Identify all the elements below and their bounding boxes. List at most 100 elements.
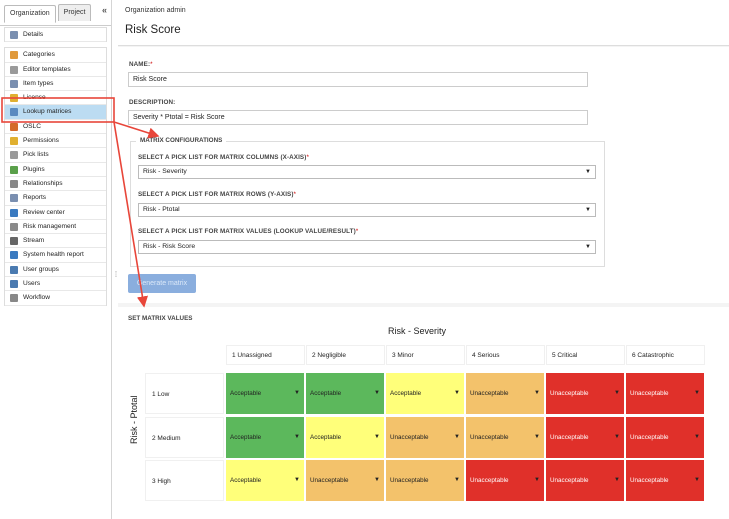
column-header: 3 Minor	[386, 345, 465, 365]
matrix-cell-select[interactable]: Acceptable ▼	[386, 373, 464, 414]
sidebar-item-categories[interactable]: Categories	[5, 48, 106, 63]
sidebar-item-user-groups[interactable]: User groups	[5, 263, 106, 278]
rows-picklist-label: SELECT A PICK LIST FOR MATRIX ROWS (Y-AX…	[138, 191, 297, 198]
collapse-sidebar-icon[interactable]: «	[101, 5, 107, 15]
sidebar-item-lookup-matrices[interactable]: Lookup matrices	[5, 105, 106, 120]
oslc-icon	[10, 122, 18, 131]
sidebar-item-workflow[interactable]: Workflow	[5, 291, 106, 306]
item-types-icon	[10, 79, 18, 88]
review-icon	[10, 208, 18, 217]
column-header: 1 Unassigned	[226, 345, 305, 365]
matrix-cell-value: Unacceptable	[630, 477, 669, 484]
sidebar-item-label: Workflow	[23, 294, 50, 302]
generate-matrix-button[interactable]: Generate matrix	[128, 274, 196, 293]
sidebar-item-reports[interactable]: Reports	[5, 191, 106, 206]
description-field[interactable]: Severity * Ptotal = Risk Score	[128, 110, 588, 125]
matrix-cell-select[interactable]: Unacceptable ▼	[546, 460, 624, 501]
sidebar-item-label: Pick lists	[23, 151, 49, 159]
values-picklist-select[interactable]: Risk - Risk Score ▼	[138, 240, 596, 254]
sidebar-item-permissions[interactable]: Permissions	[5, 134, 106, 149]
x-axis-label: Risk - Severity	[388, 326, 447, 336]
tab-organization[interactable]: Organization	[4, 5, 56, 23]
matrix-cell-select[interactable]: Unacceptable ▼	[466, 460, 544, 501]
sidebar-item-label: Categories	[23, 51, 55, 59]
chevron-down-icon: ▼	[614, 390, 620, 396]
matrix-section-title: SET MATRIX VALUES	[128, 315, 193, 322]
columns-picklist-select[interactable]: Risk - Severity ▼	[138, 165, 596, 179]
stream-icon	[10, 237, 18, 246]
chevron-down-icon: ▼	[374, 477, 380, 483]
sidebar-tabs: Organization Project «	[0, 0, 111, 26]
sidebar-item-details[interactable]: Details	[5, 28, 106, 43]
rows-picklist-value: Risk - Ptotal	[143, 206, 180, 213]
sidebar-item-review-center[interactable]: Review center	[5, 206, 106, 220]
sidebar-item-label: Relationships	[23, 179, 63, 187]
link-icon	[10, 179, 18, 188]
matrix-cell-select[interactable]: Acceptable ▼	[226, 460, 304, 501]
matrix-cell-value: Acceptable	[230, 477, 262, 484]
chevron-down-icon: ▼	[294, 390, 300, 396]
tab-project[interactable]: Project	[57, 4, 92, 21]
matrix-cell-select[interactable]: Acceptable ▼	[306, 373, 384, 414]
sidebar-item-label: Details	[23, 31, 44, 38]
matrix-cell-value: Unacceptable	[630, 433, 669, 441]
sidebar-item-risk-management[interactable]: Risk management	[5, 220, 106, 235]
matrix-cell-select[interactable]: Unacceptable ▼	[466, 416, 544, 458]
sidebar-item-label: Users	[23, 280, 41, 288]
sidebar-item-label: Item types	[23, 79, 54, 87]
sidebar-item-relationships[interactable]: Relationships	[5, 177, 106, 192]
sidebar: Organization Project « Details Categorie…	[0, 0, 112, 519]
chevron-down-icon: ▼	[694, 477, 700, 483]
row-header: 1 Low	[145, 373, 224, 414]
sidebar-item-item-types[interactable]: Item types	[5, 77, 106, 92]
matrix-cell-select[interactable]: Unacceptable ▼	[626, 416, 704, 458]
sidebar-item-plugins[interactable]: Plugins	[5, 163, 106, 177]
matrix-cell-select[interactable]: Acceptable ▼	[226, 416, 304, 458]
matrix-cell-value: Acceptable	[310, 390, 342, 397]
matrix-cell-select[interactable]: Unacceptable ▼	[386, 416, 464, 458]
column-header: 5 Critical	[546, 345, 625, 365]
matrix-cell-value: Unacceptable	[630, 390, 669, 397]
sidebar-item-stream[interactable]: Stream	[5, 234, 106, 249]
matrix-cell-select[interactable]: Acceptable ▼	[306, 416, 384, 458]
tag-icon	[10, 51, 18, 60]
sidebar-item-label: Permissions	[23, 137, 59, 145]
chevron-down-icon: ▼	[614, 477, 620, 483]
matrix-cell-select[interactable]: Unacceptable ▼	[546, 416, 624, 458]
list-icon	[10, 151, 18, 160]
matrix-cell-select[interactable]: Acceptable ▼	[226, 373, 304, 414]
matrix-cell-value: Unacceptable	[470, 390, 509, 397]
permissions-icon	[10, 137, 18, 146]
sidebar-item-license[interactable]: License	[5, 91, 106, 106]
row-header: 3 High	[145, 460, 224, 501]
matrix-cell-value: Unacceptable	[310, 477, 349, 484]
matrix-cell-select[interactable]: Unacceptable ▼	[626, 460, 704, 501]
sidebar-item-label: System health report	[23, 251, 84, 259]
matrix-cell-select[interactable]: Unacceptable ▼	[466, 373, 544, 414]
matrix-cell-select[interactable]: Unacceptable ▼	[626, 373, 704, 414]
sidebar-item-label: Review center	[23, 208, 65, 216]
chevron-down-icon: ▼	[585, 169, 591, 175]
sidebar-item-users[interactable]: Users	[5, 277, 106, 292]
matrix-cell-select[interactable]: Unacceptable ▼	[546, 373, 624, 414]
matrix-cell-value: Unacceptable	[390, 477, 429, 484]
matrix-cell-select[interactable]: Unacceptable ▼	[386, 460, 464, 501]
sidebar-item-oslc[interactable]: OSLC	[5, 120, 106, 135]
sidebar-item-editor-templates[interactable]: Editor templates	[5, 63, 106, 77]
chevron-down-icon: ▼	[534, 390, 540, 396]
risk-icon	[10, 222, 18, 231]
chevron-down-icon: ▼	[294, 477, 300, 483]
sidebar-item-label: Editor templates	[23, 65, 71, 73]
chevron-down-icon: ▼	[534, 477, 540, 483]
matrix-cell-value: Unacceptable	[550, 433, 589, 441]
main-content: Organization admin Risk Score NAME:* Ris…	[118, 0, 729, 519]
chevron-down-icon: ▼	[585, 244, 591, 250]
matrix-cell-select[interactable]: Unacceptable ▼	[306, 460, 384, 501]
rows-picklist-select[interactable]: Risk - Ptotal ▼	[138, 203, 596, 217]
chevron-down-icon: ▼	[614, 433, 620, 440]
user-groups-icon	[10, 265, 18, 274]
breadcrumb[interactable]: Organization admin	[125, 7, 186, 14]
name-field[interactable]: Risk Score	[128, 72, 588, 87]
sidebar-item-pick-lists[interactable]: Pick lists	[5, 148, 106, 163]
sidebar-item-system-health-report[interactable]: System health report	[5, 248, 106, 263]
